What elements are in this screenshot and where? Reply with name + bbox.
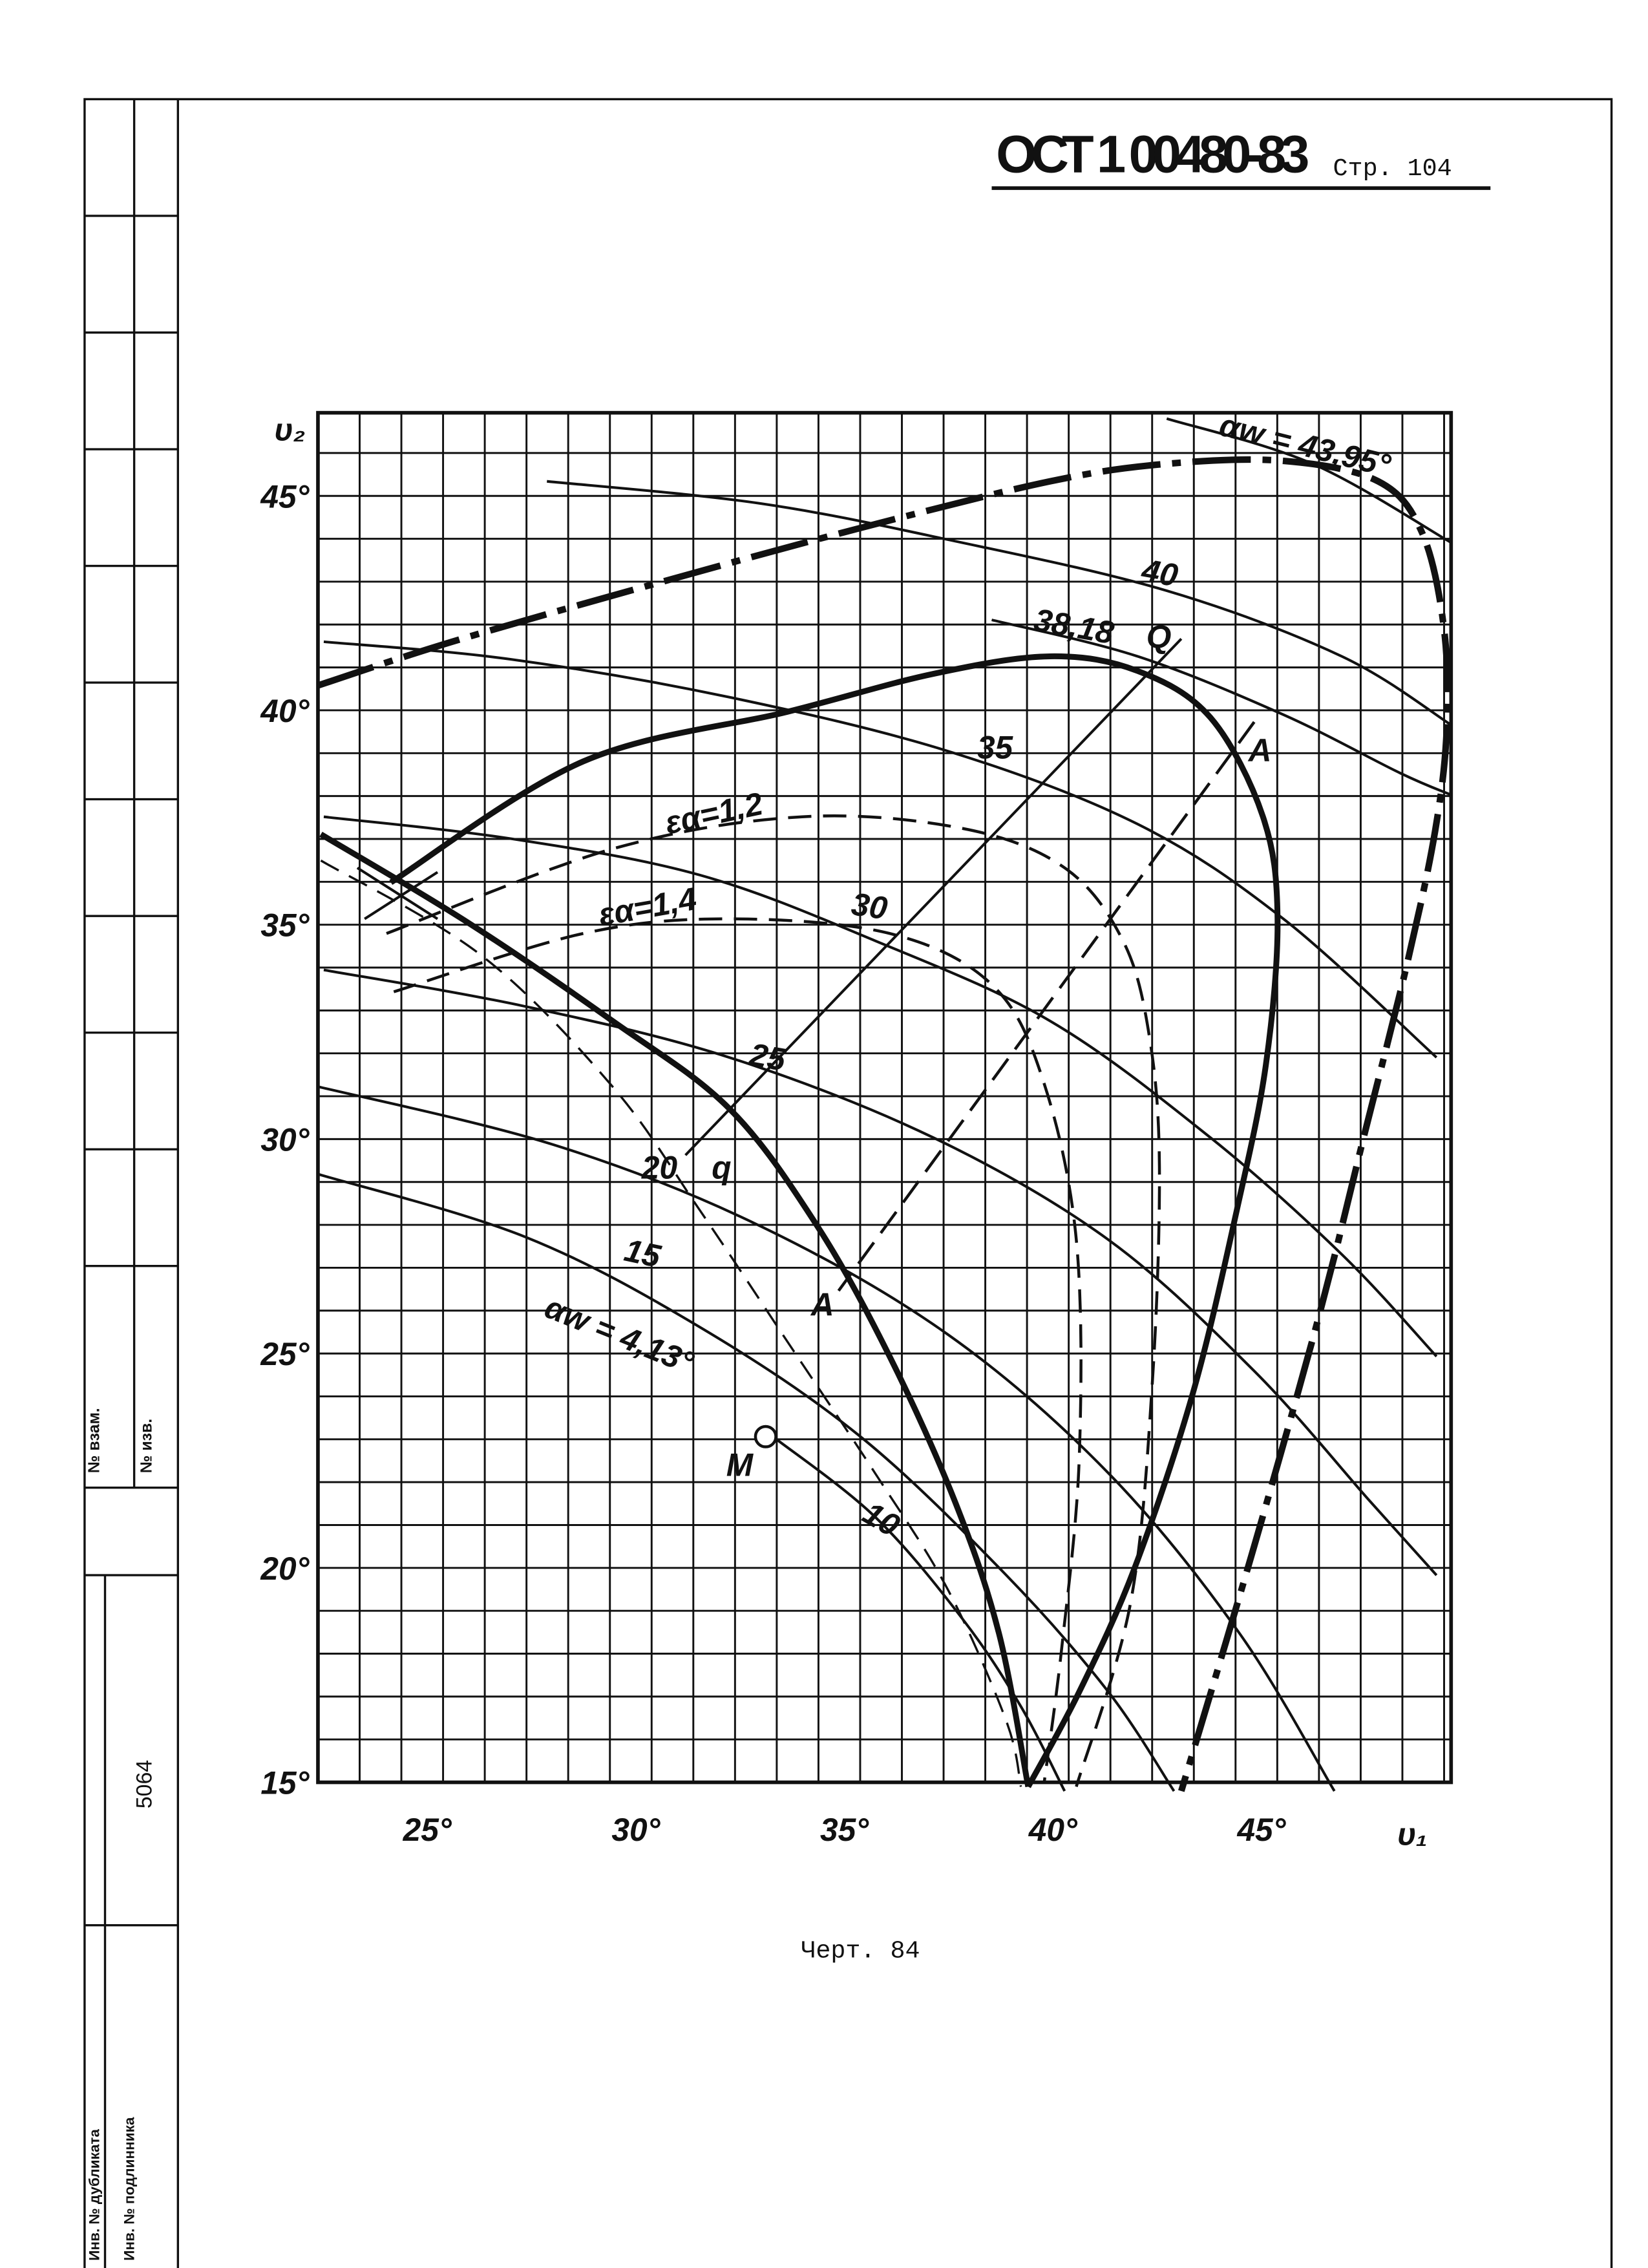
x-tick-label: 30° xyxy=(611,1812,660,1848)
curve-label: 40 xyxy=(1139,552,1181,594)
y-axis-label: υ₂ xyxy=(274,411,305,447)
stamp-change: № изв. xyxy=(138,1419,156,1473)
x-tick-label: 45° xyxy=(1236,1812,1286,1848)
y-tick-label: 35° xyxy=(260,907,310,944)
curve xyxy=(323,815,1438,1358)
curve-label: A xyxy=(1247,732,1272,768)
construction-line xyxy=(837,721,1256,1292)
x-tick-label: 40° xyxy=(1028,1812,1078,1848)
caption: Черт. 84 xyxy=(801,1936,920,1965)
stamp-number: 5064 xyxy=(132,1760,157,1808)
y-tick-label: 20° xyxy=(260,1551,310,1587)
page-border xyxy=(83,98,1613,2268)
doc-page: Стр. 104 xyxy=(1333,154,1452,183)
curve-label: 25 xyxy=(746,1036,789,1078)
doc-code: ОСТ 1 00480-83 xyxy=(996,125,1309,184)
curve xyxy=(547,480,1452,726)
curve xyxy=(323,640,1438,1059)
y-tick-label: 40° xyxy=(260,693,310,729)
y-tick-label: 30° xyxy=(260,1121,310,1158)
construction-line xyxy=(356,866,439,920)
curve xyxy=(991,619,1452,796)
curve xyxy=(317,1172,1176,1792)
stamp-duplicate: Инв. № дубликата xyxy=(86,2129,102,2261)
stamp-original: Инв. № подлинника xyxy=(121,2117,138,2261)
curve xyxy=(317,1085,1336,1792)
curve-label: Q xyxy=(1146,619,1172,655)
curve-label: 20 xyxy=(641,1149,678,1185)
curve xyxy=(319,831,1031,1788)
curve xyxy=(323,968,1438,1576)
construction-line xyxy=(684,637,1183,1156)
grid xyxy=(316,410,1453,1785)
curve-label: 35 xyxy=(977,729,1014,765)
curve-label: 30 xyxy=(849,885,890,926)
y-tick-label: 15° xyxy=(260,1765,310,1801)
curve-label: A xyxy=(810,1286,834,1322)
curve-label: M xyxy=(726,1447,754,1483)
curve xyxy=(317,456,1451,1792)
x-tick-label: 25° xyxy=(403,1812,452,1848)
plot-border xyxy=(316,410,1453,1785)
point-m xyxy=(754,1425,777,1448)
y-tick-label: 45° xyxy=(260,478,310,514)
x-tick-label: 35° xyxy=(820,1812,869,1848)
y-tick-label: 25° xyxy=(260,1336,310,1372)
curve xyxy=(1166,417,1452,544)
curve-label: q xyxy=(712,1149,731,1185)
curve xyxy=(389,653,1281,1788)
curve xyxy=(386,814,1161,1787)
curve xyxy=(320,859,1022,1787)
stamp-replace: № взам. xyxy=(85,1408,103,1473)
curve xyxy=(393,917,1083,1783)
curve-label: 15 xyxy=(621,1232,664,1275)
frame xyxy=(83,98,1613,2268)
x-axis-label: υ₁ xyxy=(1397,1816,1428,1852)
curve xyxy=(772,1436,1066,1792)
curves xyxy=(317,417,1452,1792)
